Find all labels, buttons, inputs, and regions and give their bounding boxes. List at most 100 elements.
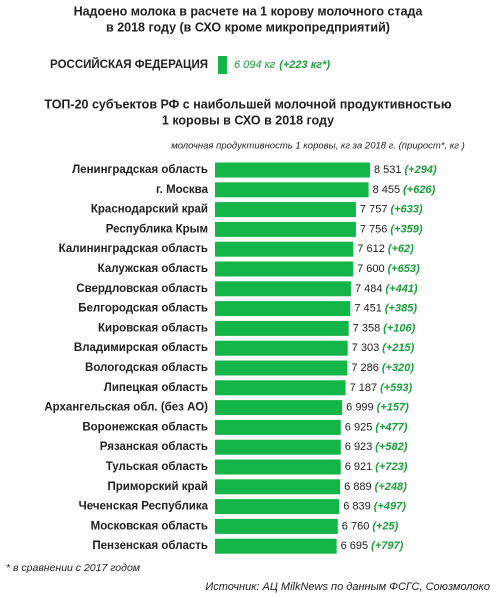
growth-label: (+25) [372, 520, 398, 532]
bar [215, 518, 338, 534]
bar [215, 419, 341, 435]
bar [215, 221, 356, 237]
value-label: 6 760 [342, 520, 370, 532]
growth-label: (+723) [375, 461, 407, 473]
growth-label: (+359) [390, 223, 422, 235]
category-label: Липецкая область [104, 382, 208, 394]
growth-label: (+593) [380, 382, 412, 394]
value-label: 6 839 [343, 501, 371, 513]
bar [215, 162, 370, 178]
category-label: Тульская область [106, 461, 208, 473]
growth-label: (+294) [405, 164, 437, 176]
growth-label: (+215) [382, 342, 414, 354]
category-label: Калининградская область [59, 243, 208, 255]
bar [215, 538, 337, 554]
value-label-group: 7 757 (+633) [360, 204, 423, 216]
bar [215, 380, 346, 396]
bar [215, 459, 341, 475]
value-label: 7 484 [355, 283, 383, 295]
category-label: Ленинградская область [72, 164, 208, 176]
reference-marker [218, 56, 227, 74]
category-label: Свердловская область [76, 283, 208, 295]
value-label: 6 999 [346, 402, 374, 414]
value-label-group: 8 455 (+626) [373, 184, 436, 196]
bar [215, 301, 351, 317]
value-label-group: 7 451 (+385) [354, 303, 417, 315]
value-label-group: 7 286 (+320) [351, 362, 414, 374]
value-label: 6 923 [345, 441, 373, 453]
bar [215, 439, 341, 455]
footnote: * в сравнении с 2017 годом [6, 562, 140, 574]
growth-label: (+477) [375, 421, 407, 433]
category-label: Белгородская область [78, 303, 208, 315]
value-label: 7 600 [357, 263, 385, 275]
value-label-group: 6 695 (+797) [341, 540, 404, 552]
subtitle: ТОП-20 субъектов РФ с наибольшей молочно… [44, 97, 452, 111]
bar [215, 499, 340, 515]
bar [215, 360, 348, 376]
value-label-group: 6 889 (+248) [344, 481, 407, 493]
category-label: Московская область [91, 520, 208, 532]
growth-label: (+497) [374, 501, 406, 513]
value-label: 8 531 [374, 164, 402, 176]
category-label: Воронежская область [82, 421, 208, 433]
bar [215, 400, 343, 416]
growth-label: (+157) [377, 402, 409, 414]
bar [215, 202, 356, 218]
growth-label: (+797) [371, 540, 403, 552]
value-label-group: 7 600 (+653) [357, 263, 420, 275]
source: Источник: АЦ MilkNews по данным ФСГС, Со… [205, 581, 490, 593]
value-label: 7 187 [350, 382, 378, 394]
reference-label: РОССИЙСКАЯ ФЕДЕРАЦИЯ [50, 58, 208, 71]
reference-value: 6 094 кг (+223 кг*) [234, 59, 330, 71]
title: в 2018 году (в СХО кроме микропредприяти… [106, 20, 390, 34]
value-label: 7 757 [360, 204, 388, 216]
category-label: Кировская область [98, 322, 208, 334]
subtitle: 1 коровы в СХО в 2018 году [162, 113, 334, 127]
bar [215, 281, 351, 297]
value-label-group: 7 303 (+215) [352, 342, 415, 354]
growth-label: (+320) [382, 362, 414, 374]
value-label-group: 6 925 (+477) [345, 421, 408, 433]
growth-label: (+626) [403, 184, 435, 196]
growth-label: (+106) [383, 322, 415, 334]
value-label-group: 6 839 (+497) [343, 501, 406, 513]
value-label-group: 7 756 (+359) [360, 223, 423, 235]
category-label: Архангельская обл. (без АО) [44, 402, 208, 414]
category-label: Калужская область [98, 263, 208, 275]
growth-label: (+582) [375, 441, 407, 453]
bar [215, 340, 348, 356]
growth-label: (+248) [375, 481, 407, 493]
bar [215, 479, 341, 495]
category-label: Вологодская область [85, 362, 208, 374]
reference-growth-label: (+223 кг*) [279, 59, 330, 71]
category-label: Республика Крым [106, 223, 208, 235]
category-label: Приморский край [108, 481, 209, 493]
growth-label: (+441) [385, 283, 417, 295]
axis-note: молочная продуктивность 1 коровы, кг за … [171, 141, 465, 152]
value-label: 6 695 [341, 540, 369, 552]
category-label: Пензенская область [92, 540, 208, 552]
value-label-group: 8 531 (+294) [374, 164, 437, 176]
category-label: Рязанская область [100, 441, 208, 453]
reference-value-label: 6 094 кг [234, 59, 276, 71]
value-label-group: 7 612 (+62) [357, 243, 414, 255]
growth-label: (+633) [390, 204, 422, 216]
value-label: 6 921 [345, 461, 373, 473]
value-label: 6 889 [344, 481, 372, 493]
value-label-group: 6 923 (+582) [345, 441, 408, 453]
bar [215, 182, 369, 198]
category-label: Чеченская Республика [79, 501, 209, 513]
value-label: 7 303 [352, 342, 380, 354]
value-label-group: 7 358 (+106) [353, 322, 416, 334]
value-label: 8 455 [373, 184, 401, 196]
bar [215, 320, 349, 336]
value-label: 7 286 [351, 362, 379, 374]
value-label-group: 6 921 (+723) [345, 461, 408, 473]
bar [215, 261, 354, 277]
value-label: 7 451 [354, 303, 382, 315]
title: Надоено молока в расчете на 1 корову мол… [74, 4, 424, 18]
value-label-group: 6 760 (+25) [342, 520, 399, 532]
